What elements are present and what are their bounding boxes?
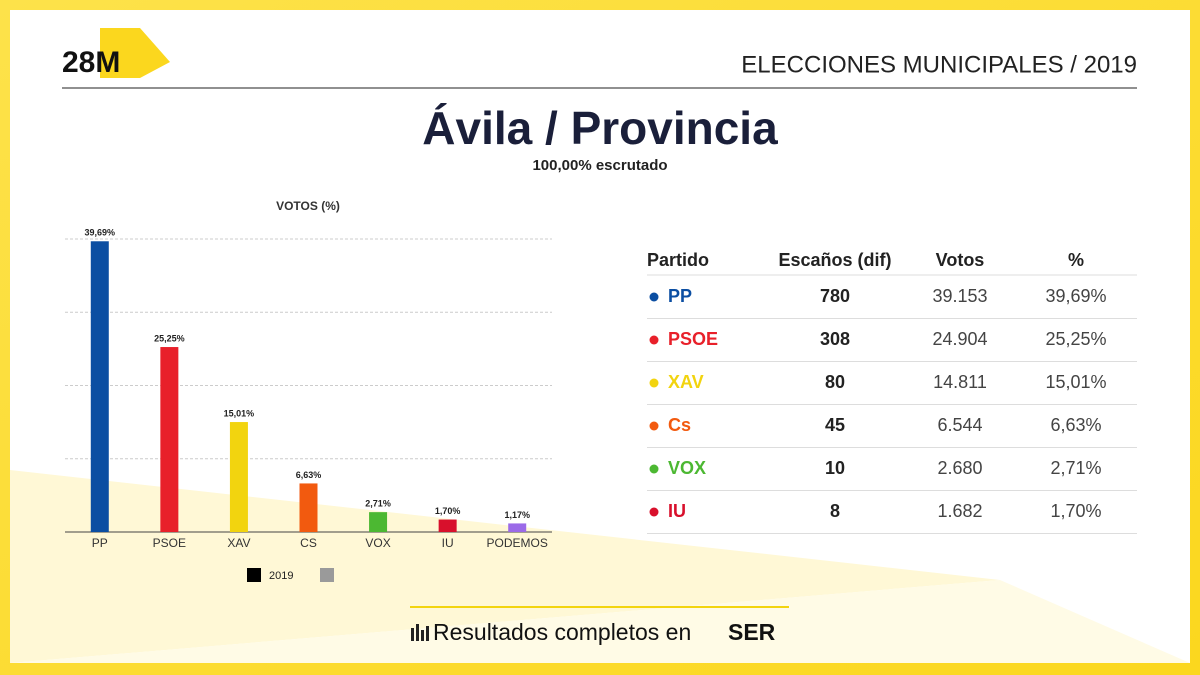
x-tick-label: IU <box>442 536 454 550</box>
party-name: PP <box>668 286 692 306</box>
bar <box>508 523 527 532</box>
votes: 39.153 <box>932 286 987 306</box>
legend-swatch <box>247 568 261 582</box>
votes: 24.904 <box>932 329 987 349</box>
percent: 15,01% <box>1045 372 1106 392</box>
value-label: 39,69% <box>85 228 116 238</box>
bar <box>369 512 388 532</box>
party-dot <box>649 507 659 517</box>
bar <box>299 483 318 532</box>
section-title: ELECCIONES MUNICIPALES / 2019 <box>741 51 1137 78</box>
seats: 10 <box>825 458 845 478</box>
footer-text: Resultados completos en <box>433 619 691 645</box>
percent: 1,70% <box>1050 501 1101 521</box>
votes: 6.544 <box>937 415 982 435</box>
party-name: IU <box>668 501 686 521</box>
party-name: Cs <box>668 415 691 435</box>
value-label: 6,63% <box>296 470 322 480</box>
logo: 28M <box>62 46 120 79</box>
x-tick-label: CS <box>300 536 317 550</box>
x-tick-label: XAV <box>227 536 250 550</box>
votes: 2.680 <box>937 458 982 478</box>
decoration <box>10 470 1000 663</box>
x-tick-label: PSOE <box>153 536 186 550</box>
value-label: 25,25% <box>154 333 185 343</box>
bar <box>229 422 248 532</box>
seats: 45 <box>825 415 845 435</box>
party-dot <box>649 464 659 474</box>
seats: 80 <box>825 372 845 392</box>
logo-shape <box>100 28 170 78</box>
column-header: Votos <box>936 250 985 270</box>
party-name: PSOE <box>668 329 718 349</box>
bar <box>160 347 179 532</box>
x-tick-label: VOX <box>365 536 390 550</box>
legend-swatch <box>320 568 334 582</box>
value-label: 15,01% <box>224 408 255 418</box>
party-dot <box>649 292 659 302</box>
subtitle: 100,00% escrutado <box>532 157 667 174</box>
column-header: % <box>1068 250 1084 270</box>
percent: 2,71% <box>1050 458 1101 478</box>
percent: 25,25% <box>1045 329 1106 349</box>
decoration <box>10 580 1190 663</box>
footer-brand: SER <box>728 619 776 645</box>
percent: 39,69% <box>1045 286 1106 306</box>
seats: 780 <box>820 286 850 306</box>
results-table: Partido Escaños (dif) Votos % PP 780 39.153 39,… <box>647 250 1137 534</box>
value-label: 1,70% <box>435 506 461 516</box>
seats: 308 <box>820 329 850 349</box>
chart-icon <box>411 624 429 641</box>
party-dot <box>649 335 659 345</box>
x-tick-label: PODEMOS <box>487 536 548 550</box>
party-dot <box>649 378 659 388</box>
party-dot <box>649 421 659 431</box>
legend-label: 2019 <box>269 570 293 582</box>
bar <box>438 519 457 532</box>
votes: 1.682 <box>937 501 982 521</box>
x-tick-label: PP <box>92 536 108 550</box>
party-name: VOX <box>668 458 706 478</box>
value-label: 1,17% <box>504 510 530 520</box>
column-header: Escaños (dif) <box>778 250 891 270</box>
title: Ávila / Provincia <box>422 102 778 154</box>
seats: 8 <box>830 501 840 521</box>
chart: PP 39,69% PSOE 25,25% XAV 15,01% CS 6,63% VOX 2,7… <box>65 228 552 582</box>
bar <box>90 241 109 532</box>
chart-title: VOTOS (%) <box>276 199 340 213</box>
percent: 6,63% <box>1050 415 1101 435</box>
column-header: Partido <box>647 250 709 270</box>
votes: 14.811 <box>933 372 987 392</box>
value-label: 2,71% <box>365 499 391 509</box>
party-name: XAV <box>668 372 704 392</box>
